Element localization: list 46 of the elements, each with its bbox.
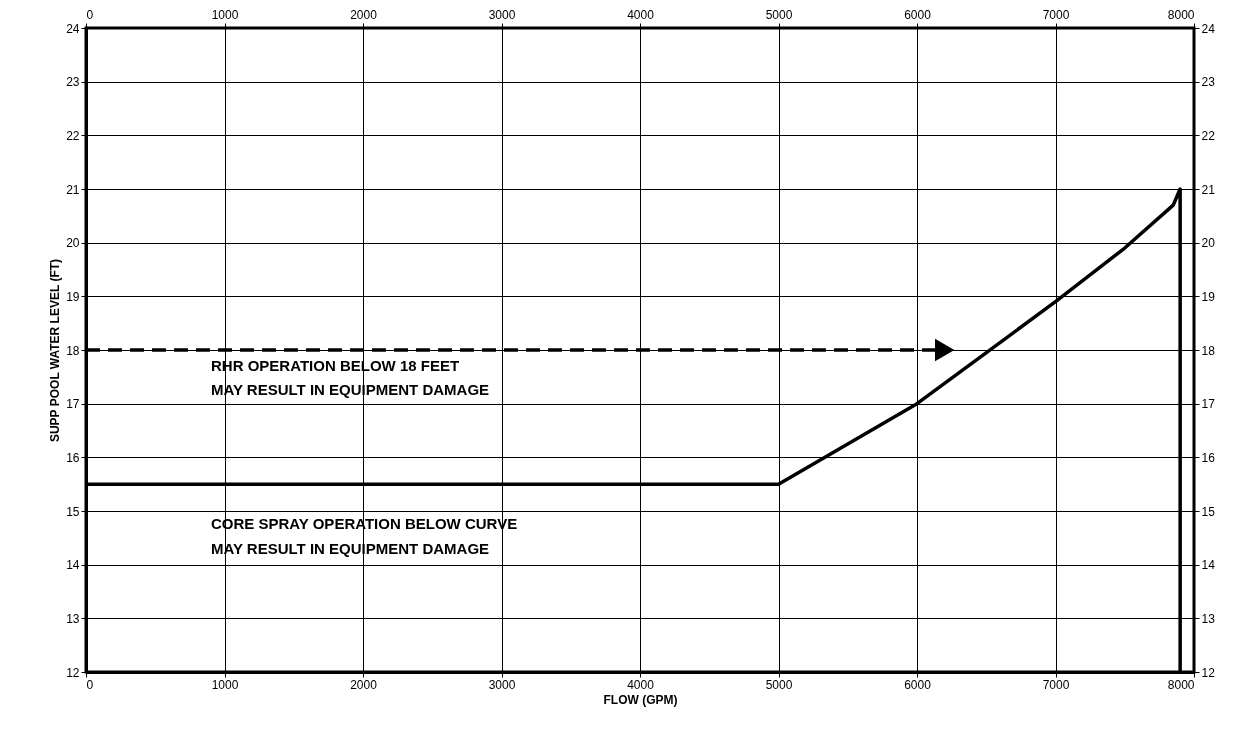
x-tick-label: 3000	[488, 677, 516, 692]
x2-tick-label: 2000	[350, 7, 378, 22]
x2-tick-label: 5000	[765, 7, 793, 22]
y2-tick-label: 24	[1201, 21, 1216, 36]
y-tick-label: 17	[66, 397, 80, 412]
y-tick-label: 19	[66, 289, 80, 304]
y2-tick-label: 14	[1201, 558, 1216, 573]
x-tick-label: 2000	[350, 677, 378, 692]
x-tick-label: 4000	[627, 677, 655, 692]
y2-tick-label: 15	[1201, 504, 1216, 519]
y-tick-label: 24	[66, 21, 80, 36]
x-tick-label: 1000	[211, 677, 239, 692]
y2-tick-label: 17	[1201, 397, 1216, 412]
x-tick-label: 6000	[904, 677, 932, 692]
y-tick-label: 23	[66, 75, 80, 90]
y-tick-label: 22	[66, 128, 80, 143]
y2-tick-label: 19	[1201, 289, 1216, 304]
y2-tick-label: 22	[1201, 128, 1216, 143]
y-tick-label: 15	[66, 504, 80, 519]
x2-tick-label: 1000	[211, 7, 239, 22]
x2-tick-label: 8000	[1167, 7, 1195, 22]
x-tick-label: 0	[86, 677, 94, 692]
x-tick-label: 8000	[1167, 677, 1195, 692]
y2-tick-label: 20	[1201, 236, 1216, 251]
y2-tick-label: 18	[1201, 343, 1216, 358]
y2-tick-label: 12	[1201, 665, 1216, 680]
x2-tick-label: 3000	[488, 7, 516, 22]
x-tick-label: 5000	[765, 677, 793, 692]
y-tick-label: 13	[66, 611, 80, 626]
y2-tick-label: 13	[1201, 611, 1216, 626]
x-axis-title: FLOW (GPM)	[603, 692, 678, 707]
y2-tick-label: 16	[1201, 450, 1216, 465]
y2-tick-label: 21	[1201, 182, 1216, 197]
y-tick-label: 20	[66, 236, 80, 251]
y-tick-label: 18	[66, 343, 80, 358]
x2-tick-label: 7000	[1042, 7, 1070, 22]
x2-tick-label: 4000	[627, 7, 655, 22]
x2-tick-label: 0	[86, 7, 94, 22]
x-tick-label: 7000	[1042, 677, 1070, 692]
y-tick-label: 21	[66, 182, 80, 197]
y-tick-label: 16	[66, 450, 80, 465]
y-tick-label: 14	[66, 558, 80, 573]
y-axis-title: SUPP POOL WATER LEVEL (FT)	[48, 258, 63, 443]
y2-tick-label: 23	[1201, 75, 1216, 90]
y-tick-label: 12	[66, 665, 80, 680]
x2-tick-label: 6000	[904, 7, 932, 22]
